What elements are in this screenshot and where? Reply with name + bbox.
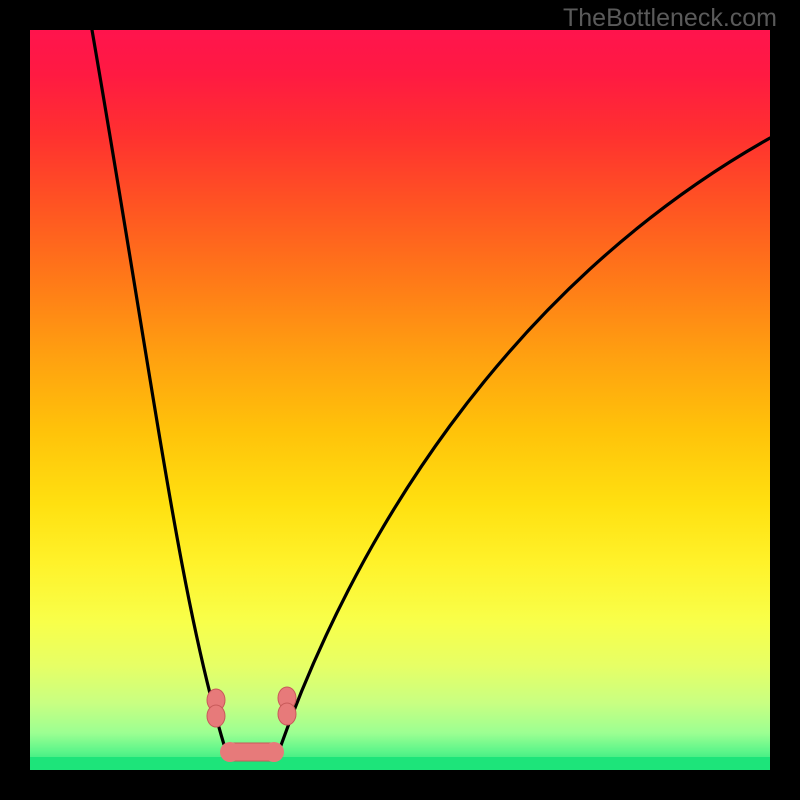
watermark-text: TheBottleneck.com bbox=[563, 4, 777, 32]
green-baseline bbox=[30, 757, 770, 770]
chart-frame: TheBottleneck.com bbox=[0, 0, 800, 800]
marker-pair bbox=[207, 689, 225, 727]
bottleneck-curve-chart bbox=[0, 0, 800, 800]
plot-area bbox=[30, 30, 770, 770]
gradient-background bbox=[30, 30, 770, 770]
watermark-label: TheBottleneck.com bbox=[563, 4, 777, 33]
marker-pair bbox=[278, 687, 296, 725]
marker-bottom bbox=[220, 742, 284, 762]
